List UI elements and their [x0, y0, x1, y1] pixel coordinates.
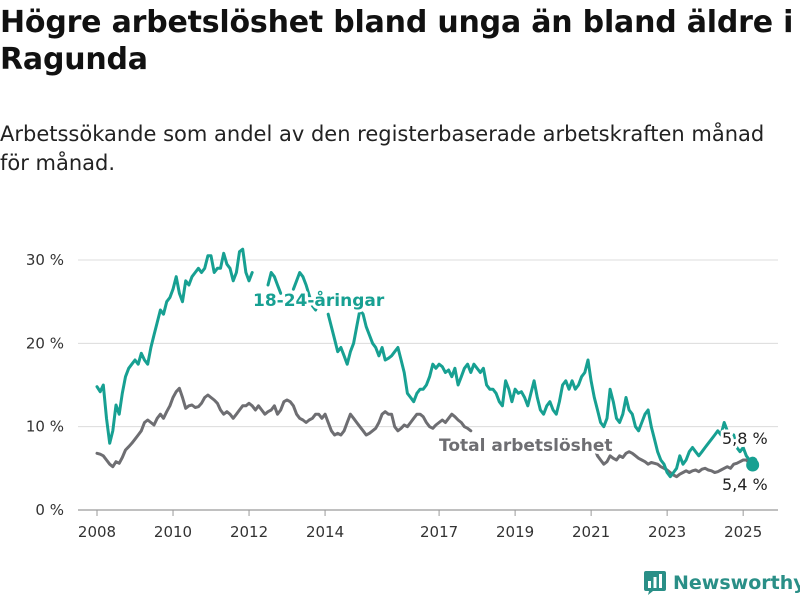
y-tick-label: 0 % — [35, 501, 64, 519]
series-label-total-halo: Total arbetslöshet — [439, 436, 613, 456]
end-label-youth: 5,8 % — [722, 429, 768, 448]
bar-chart-logo-icon — [644, 571, 666, 595]
x-tick-label: 2012 — [230, 523, 268, 541]
y-tick-label: 10 % — [26, 418, 64, 436]
chart-subtitle: Arbetssökande som andel av den registerb… — [0, 122, 765, 175]
end-label-total: 5,4 % — [722, 475, 768, 494]
line-chart: 0 % 10 % 20 % 30 % 2008 2010 2012 2014 2017 2019… — [26, 247, 778, 541]
series-line-total — [95, 386, 473, 469]
brand-logo: Newsworthy — [644, 568, 800, 598]
x-tick-label: 2023 — [648, 523, 686, 541]
y-tick-label: 20 % — [26, 334, 64, 352]
x-tick-label: 2017 — [420, 523, 458, 541]
series-lines — [95, 247, 760, 479]
y-axis-ticks: 0 % 10 % 20 % 30 % — [26, 251, 64, 519]
x-axis-ticks: 2008 2010 2012 2014 2017 2019 2021 2023 2025 — [78, 510, 762, 541]
x-tick-label: 2010 — [154, 523, 192, 541]
brand-name: Newsworthy — [673, 572, 800, 594]
x-tick-label: 2008 — [78, 523, 116, 541]
chart-title: Högre arbetslöshet bland unga än bland ä… — [0, 5, 794, 77]
end-label-total-halo: 5,4 % — [722, 475, 768, 494]
x-tick-label: 2014 — [306, 523, 344, 541]
x-tick-label: 2025 — [724, 523, 762, 541]
end-marker-total — [746, 458, 760, 472]
x-tick-label: 2019 — [496, 523, 534, 541]
x-tick-label: 2021 — [572, 523, 610, 541]
series-label-youth-halo: 18-24-åringar — [253, 289, 385, 311]
series-label-youth: 18-24-åringar — [253, 289, 385, 311]
series-line-total-recent — [592, 446, 755, 479]
y-tick-label: 30 % — [26, 251, 64, 269]
series-line-youth — [95, 247, 755, 479]
series-label-total: Total arbetslöshet — [439, 436, 613, 456]
end-label-youth-halo: 5,8 % — [722, 429, 768, 448]
